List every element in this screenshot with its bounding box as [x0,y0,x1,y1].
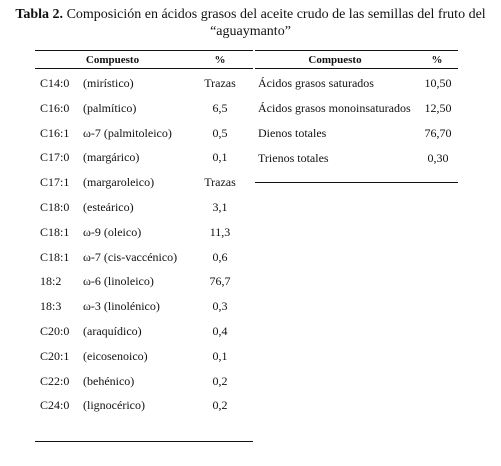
left-row-value: 0,4 [212,324,228,338]
left-table-header-rule [35,68,253,69]
right-table-top-rule [255,50,458,51]
table-label: Tabla 2. [15,7,64,22]
left-row-name: ω-6 (linoleico) [83,274,154,288]
left-header-compuesto: Compuesto [85,54,140,66]
left-row-code: C20:0 [40,324,70,338]
right-row-name: Dienos totales [258,126,327,140]
left-row-name: (lignocérico) [83,398,145,412]
right-header-percent: % [431,54,443,66]
left-row-value: 0,1 [212,150,228,164]
left-row-code: C18:1 [40,250,70,264]
left-row-name: ω-3 (linolénico) [83,299,160,313]
right-row-name: Trienos totales [258,151,329,165]
left-row-name: ω-9 (oleico) [83,225,142,239]
left-row-name: (esteárico) [83,200,134,214]
left-row-value: 0,3 [212,299,228,313]
left-row-code: C20:1 [40,349,70,363]
left-row-code: 18:2 [40,274,62,288]
left-row-name: (eicosenoico) [83,349,148,363]
right-row-value: 10,50 [424,76,452,90]
left-row-value: 0,5 [212,126,228,140]
left-row-name: (palmítico) [83,101,137,115]
table-title: Tabla 2. Composición en ácidos grasos de… [6,6,495,40]
right-table-header-rule [255,68,458,69]
right-row-value: 76,70 [424,126,452,140]
left-row-value: 11,3 [209,225,231,239]
left-row-code: C24:0 [40,398,70,412]
left-row-value: 0,2 [212,374,228,388]
left-row-value: Trazas [204,76,236,90]
left-row-value: 0,2 [212,398,228,412]
left-row-code: C17:1 [40,175,70,189]
left-row-code: C16:1 [40,126,70,140]
left-row-name: ω-7 (cis-vaccénico) [83,250,178,264]
left-row-code: C16:0 [40,101,70,115]
left-row-name: (margaroleico) [83,175,155,189]
left-row-value: 0,6 [212,250,228,264]
left-row-code: 18:3 [40,299,62,313]
left-row-name: ω-7 (palmitoleico) [83,126,172,140]
left-row-code: C22:0 [40,374,70,388]
left-row-name: (behénico) [83,374,135,388]
table-caption: Composición en ácidos grasos del aceite … [66,7,486,22]
left-table-top-rule [35,50,253,51]
left-row-code: C18:1 [40,225,70,239]
left-header-percent: % [214,54,226,66]
left-row-code: C18:0 [40,200,70,214]
left-row-name: (araquídico) [83,324,142,338]
left-row-value: 3,1 [212,200,228,214]
table-caption-line2: “aguaymanto” [210,24,291,39]
right-row-value: 12,50 [424,101,452,115]
left-table-bottom-rule [35,441,253,442]
left-row-value: 6,5 [212,101,228,115]
right-row-value: 0,30 [427,151,449,165]
left-row-value: Trazas [204,175,236,189]
left-row-value: 76,7 [209,274,231,288]
left-row-name: (margárico) [83,150,140,164]
left-row-code: C17:0 [40,150,70,164]
left-row-value: 0,1 [212,349,228,363]
right-row-name: Ácidos grasos saturados [258,76,374,90]
left-row-code: C14:0 [40,76,70,90]
right-row-name: Ácidos grasos monoinsaturados [258,101,411,115]
right-table-bottom-rule [255,182,458,183]
left-row-name: (mirístico) [83,76,134,90]
right-header-compuesto: Compuesto [308,54,362,66]
